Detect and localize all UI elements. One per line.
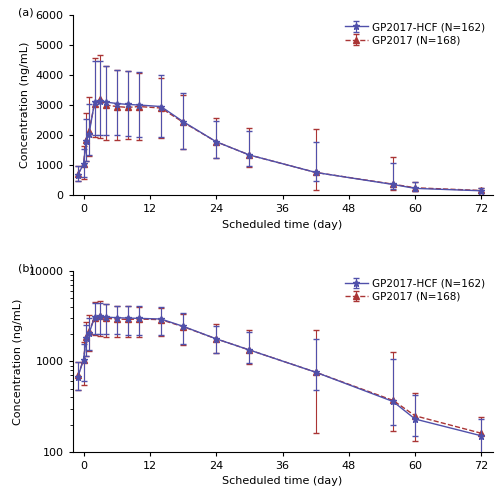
Legend: GP2017-HCF (N=162), GP2017 (N=168): GP2017-HCF (N=162), GP2017 (N=168): [343, 20, 488, 47]
Y-axis label: Concentration (ng/mL): Concentration (ng/mL): [13, 298, 23, 425]
Text: (b): (b): [18, 264, 34, 274]
X-axis label: Scheduled time (day): Scheduled time (day): [222, 476, 342, 486]
Y-axis label: Concentration (ng/mL): Concentration (ng/mL): [20, 42, 30, 168]
Legend: GP2017-HCF (N=162), GP2017 (N=168): GP2017-HCF (N=162), GP2017 (N=168): [343, 276, 488, 303]
Text: (a): (a): [18, 7, 34, 18]
X-axis label: Scheduled time (day): Scheduled time (day): [222, 220, 342, 230]
